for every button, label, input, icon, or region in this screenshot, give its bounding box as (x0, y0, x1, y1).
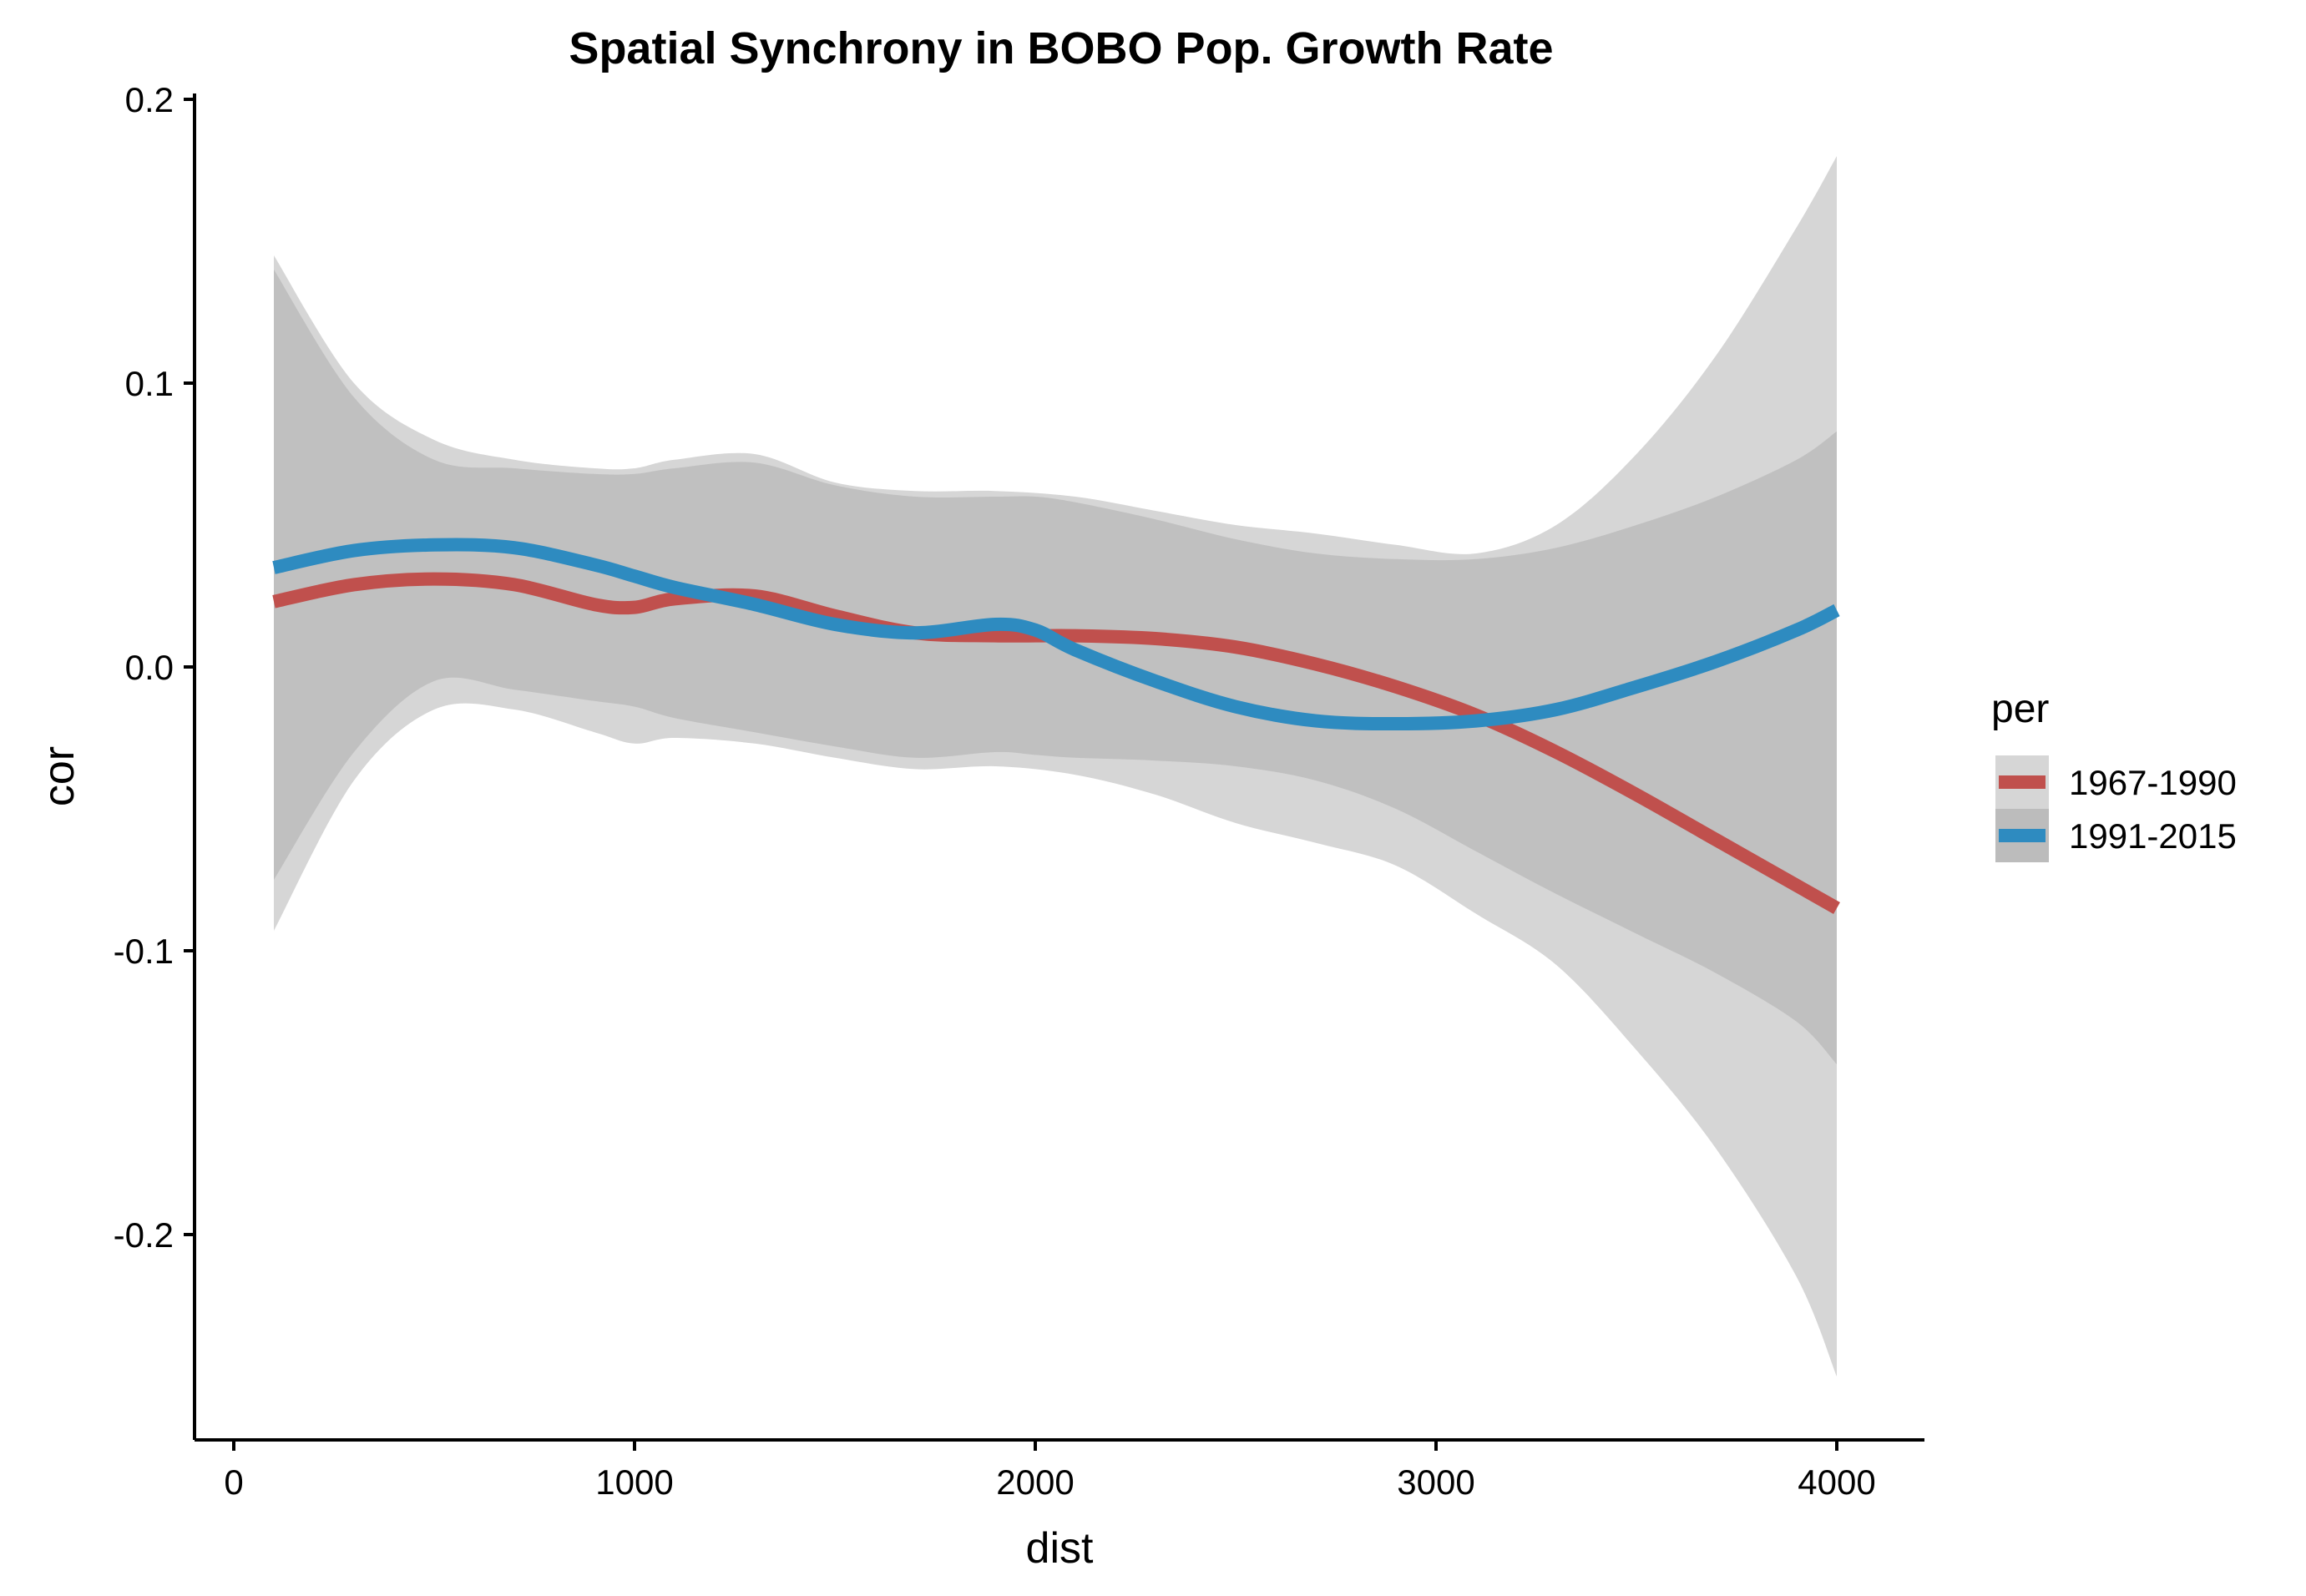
confidence-ribbons (274, 156, 1837, 1376)
series-lines (272, 538, 1840, 914)
x-tick-label: 2000 (996, 1462, 1074, 1502)
y-tick-label: 0.0 (125, 648, 174, 687)
line-1967-1990 (272, 572, 1840, 914)
y-axis-title: cor (35, 746, 83, 806)
legend-title: per (1991, 687, 2049, 731)
ribbon-1991-2015 (274, 270, 1837, 1064)
x-tick-label: 1000 (595, 1462, 673, 1502)
y-axis-ticks: 0.2 0.1 0.0 -0.1 -0.2 (114, 80, 195, 1255)
x-tick-label: 0 (224, 1462, 243, 1502)
chart-title: Spatial Synchrony in BOBO Pop. Growth Ra… (569, 23, 1553, 73)
legend-label-1967-1990: 1967-1990 (2069, 763, 2237, 802)
x-tick-label: 3000 (1397, 1462, 1474, 1502)
x-axis-title: dist (1026, 1524, 1094, 1573)
ribbon-1967-1990 (274, 156, 1837, 1376)
y-tick-label: -0.2 (114, 1215, 174, 1255)
y-tick-label: 0.2 (125, 80, 174, 119)
y-tick-label: -0.1 (114, 932, 174, 971)
legend-label-1991-2015: 1991-2015 (2069, 816, 2237, 856)
x-axis-ticks: 0 1000 2000 3000 4000 (224, 1440, 1876, 1502)
legend: per 1967-1990 1991-2015 (1991, 687, 2237, 862)
x-tick-label: 4000 (1798, 1462, 1875, 1502)
y-tick-label: 0.1 (125, 364, 174, 403)
line-1991-2015 (272, 538, 1840, 731)
